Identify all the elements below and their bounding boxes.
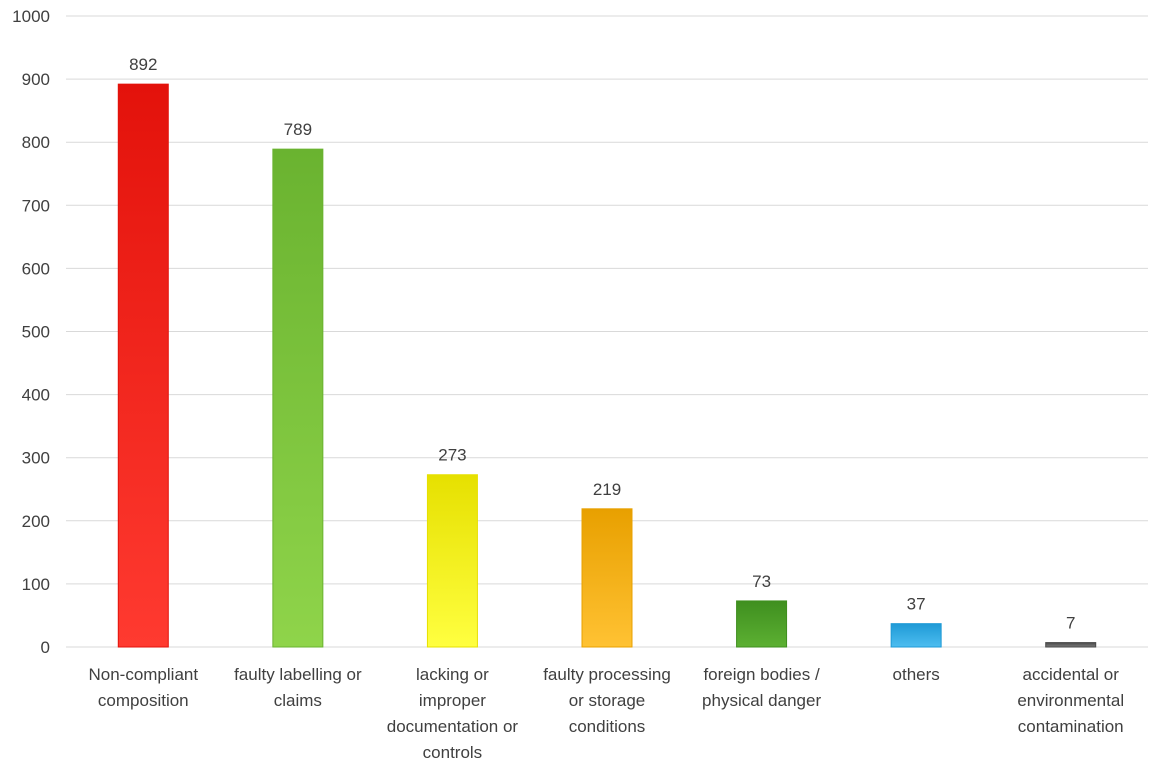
gridlines bbox=[66, 15, 1148, 648]
y-tick-label: 300 bbox=[22, 449, 50, 468]
bar bbox=[117, 83, 169, 648]
bar bbox=[581, 508, 633, 648]
category-label: accidental or environmental contamination bbox=[1017, 665, 1124, 736]
y-tick-label: 0 bbox=[41, 638, 50, 657]
bar bbox=[890, 623, 942, 648]
bar bbox=[1045, 642, 1097, 648]
data-label: 273 bbox=[438, 446, 466, 465]
data-label: 37 bbox=[907, 595, 926, 614]
y-tick-label: 1000 bbox=[12, 7, 50, 26]
category-label: faulty processing or storage conditions bbox=[543, 665, 671, 736]
category-label: faulty labelling or claims bbox=[234, 665, 362, 710]
y-tick-label: 600 bbox=[22, 259, 50, 278]
data-label: 789 bbox=[284, 120, 312, 139]
bar bbox=[736, 600, 788, 648]
data-labels: 892 789 273 219 73 37 7 bbox=[129, 55, 1075, 632]
category-label: foreign bodies / physical danger bbox=[702, 665, 821, 710]
bar bbox=[426, 474, 478, 648]
data-label: 7 bbox=[1066, 614, 1075, 633]
data-label: 219 bbox=[593, 480, 621, 499]
y-tick-label: 800 bbox=[22, 133, 50, 152]
y-tick-label: 400 bbox=[22, 386, 50, 405]
y-axis-ticks: 0 100 200 300 400 500 600 700 800 900 1000 bbox=[12, 7, 50, 657]
y-tick-label: 700 bbox=[22, 196, 50, 215]
category-label: lacking or improper documentation or contro… bbox=[387, 665, 519, 760]
y-tick-label: 900 bbox=[22, 70, 50, 89]
category-label: others bbox=[893, 665, 940, 684]
data-label: 73 bbox=[752, 572, 771, 591]
category-labels: Non-compliant composition faulty labelling… bbox=[88, 665, 1124, 760]
y-tick-label: 500 bbox=[22, 323, 50, 342]
bars bbox=[117, 83, 1097, 648]
data-label: 892 bbox=[129, 55, 157, 74]
y-tick-label: 100 bbox=[22, 575, 50, 594]
category-label: Non-compliant composition bbox=[88, 665, 198, 710]
y-tick-label: 200 bbox=[22, 512, 50, 531]
bar bbox=[272, 148, 324, 648]
